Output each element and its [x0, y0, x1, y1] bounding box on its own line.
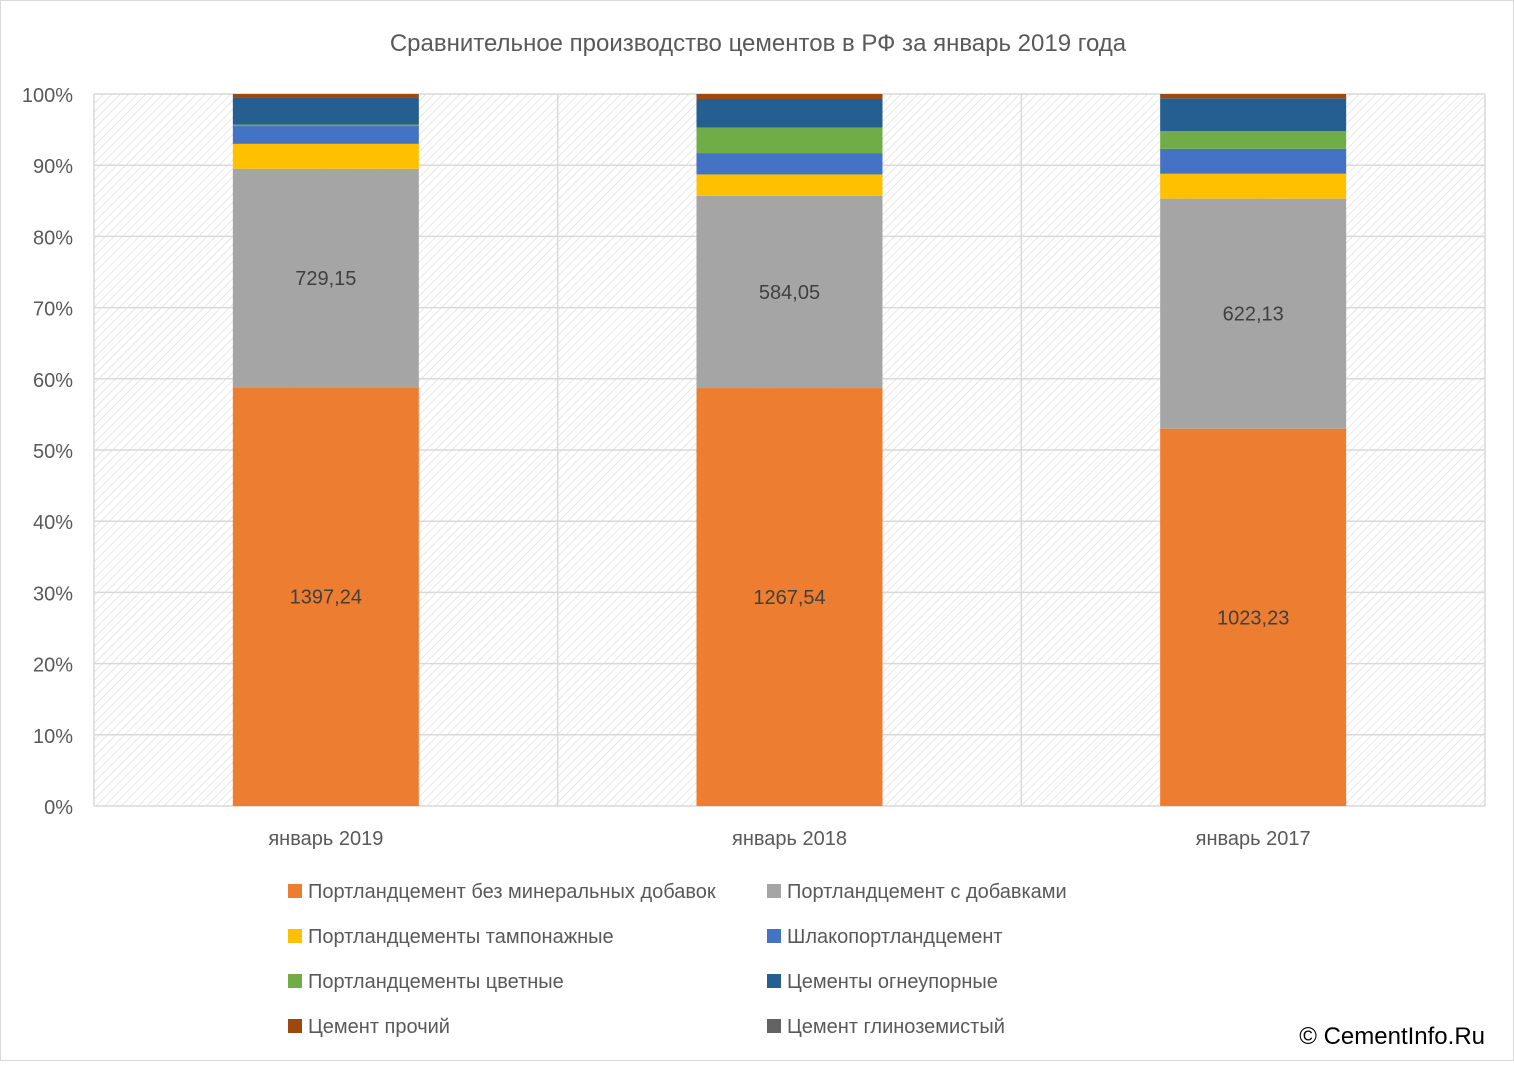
- bar-segment: [696, 174, 883, 196]
- data-label: 1023,23: [1217, 607, 1289, 629]
- y-tick-label: 90%: [33, 156, 73, 178]
- y-axis: 0% 10% 20% 30% 40% 50% 60% 70% 80% 90% 100%: [22, 85, 73, 819]
- x-tick-label: январь 2018: [732, 828, 847, 850]
- bar-segment: [232, 126, 419, 144]
- bar-segment: [232, 94, 419, 98]
- chart-title: Сравнительное производство цементов в РФ…: [390, 30, 1127, 57]
- bar-segment: [232, 387, 419, 806]
- y-tick-label: 10%: [33, 726, 73, 748]
- y-tick-label: 80%: [33, 227, 73, 249]
- legend-label: Шлакопортландцемент: [787, 926, 1003, 948]
- legend-label: Цемент прочий: [308, 1016, 450, 1038]
- data-label: 729,15: [295, 268, 356, 290]
- legend-swatch: [767, 884, 781, 898]
- watermark-text: © CementInfo.Ru: [1299, 1023, 1485, 1050]
- legend: Портландцемент без минеральных добавок По…: [288, 881, 1067, 1038]
- bar-segment: [232, 168, 419, 388]
- bar-segment: [1160, 98, 1347, 132]
- legend-label: Цементы огнеупорные: [787, 971, 998, 993]
- legend-label: Цемент глиноземистый: [787, 1016, 1005, 1038]
- legend-swatch: [288, 929, 302, 943]
- bar-segment: [1160, 148, 1347, 174]
- bar-segment: [696, 127, 883, 154]
- y-tick-label: 100%: [22, 85, 73, 107]
- bar-segment: [1160, 94, 1347, 99]
- bar-segment: [232, 143, 419, 169]
- bar-segment: [696, 94, 883, 99]
- bar-segment: [232, 97, 419, 125]
- bar-segment: [696, 388, 883, 806]
- bar-segment: [696, 153, 883, 175]
- y-tick-label: 40%: [33, 512, 73, 534]
- legend-swatch: [767, 1019, 781, 1033]
- data-label: 1267,54: [753, 587, 825, 609]
- bar-segment: [696, 195, 883, 389]
- bars: 1397,24 729,15 1267,54 584,05 1023,23 622,13: [232, 94, 1347, 806]
- data-label: 1397,24: [290, 587, 362, 609]
- y-tick-label: 0%: [44, 797, 73, 819]
- legend-label: Портландцемент без минеральных добавок: [308, 881, 716, 903]
- x-axis: январь 2019 январь 2018 январь 2017: [268, 828, 1310, 850]
- bar-segment: [1160, 131, 1347, 149]
- legend-swatch: [288, 884, 302, 898]
- data-label: 584,05: [759, 282, 820, 304]
- data-label: 622,13: [1223, 304, 1284, 326]
- bar-segment: [696, 98, 883, 128]
- bar-segment: [232, 124, 419, 127]
- legend-swatch: [767, 974, 781, 988]
- x-tick-label: январь 2017: [1196, 828, 1311, 850]
- bar-segment: [1160, 173, 1347, 199]
- y-tick-label: 50%: [33, 441, 73, 463]
- y-tick-label: 20%: [33, 655, 73, 677]
- bar-segment: [1160, 198, 1347, 429]
- bar-segment: [1160, 428, 1347, 806]
- y-tick-label: 70%: [33, 299, 73, 321]
- legend-label: Портландцементы тампонажные: [308, 926, 614, 948]
- legend-label: Портландцементы цветные: [308, 971, 564, 993]
- legend-swatch: [288, 1019, 302, 1033]
- legend-swatch: [288, 974, 302, 988]
- y-tick-label: 30%: [33, 583, 73, 605]
- y-tick-label: 60%: [33, 370, 73, 392]
- legend-swatch: [767, 929, 781, 943]
- x-tick-label: январь 2019: [268, 828, 383, 850]
- legend-label: Портландцемент с добавками: [787, 881, 1067, 903]
